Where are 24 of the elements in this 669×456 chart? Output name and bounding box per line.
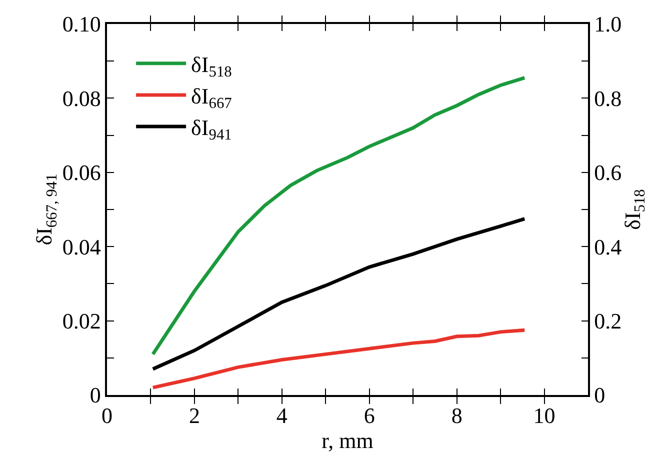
y2-tick-label: 0.8 (594, 86, 622, 111)
x-tick-label: 8 (451, 403, 462, 428)
legend-label: δI$_{518}$ (191, 52, 232, 81)
y2-tick-label: 0.4 (594, 234, 622, 260)
x-tick-label: 4 (276, 403, 288, 428)
x-tick-label: 10 (533, 403, 556, 428)
legend-label: δI$_{941}$ (191, 115, 232, 144)
line-series (151, 328, 526, 390)
y-tick-label: 0.10 (62, 12, 101, 37)
legend-label: δI$_{667}$ (191, 84, 232, 112)
line-series (151, 76, 526, 356)
line-series (151, 217, 526, 371)
y-tick-label: 0.04 (62, 234, 101, 260)
x-axis-title: r, mm (322, 428, 374, 454)
y2-tick-label: 1.0 (594, 12, 622, 37)
x-tick-label: 2 (188, 403, 200, 428)
y2-tick-label: 0.6 (594, 160, 622, 186)
y2-tick-label: 0 (594, 382, 606, 408)
y-tick-label: 0.06 (62, 160, 101, 186)
x-tick-label: 6 (364, 403, 375, 428)
y-tick-label: 0.02 (62, 308, 101, 334)
y-tick-label: 0.08 (62, 86, 101, 111)
y2-tick-label: 0.2 (594, 308, 622, 334)
y-tick-label: 0 (90, 382, 101, 408)
